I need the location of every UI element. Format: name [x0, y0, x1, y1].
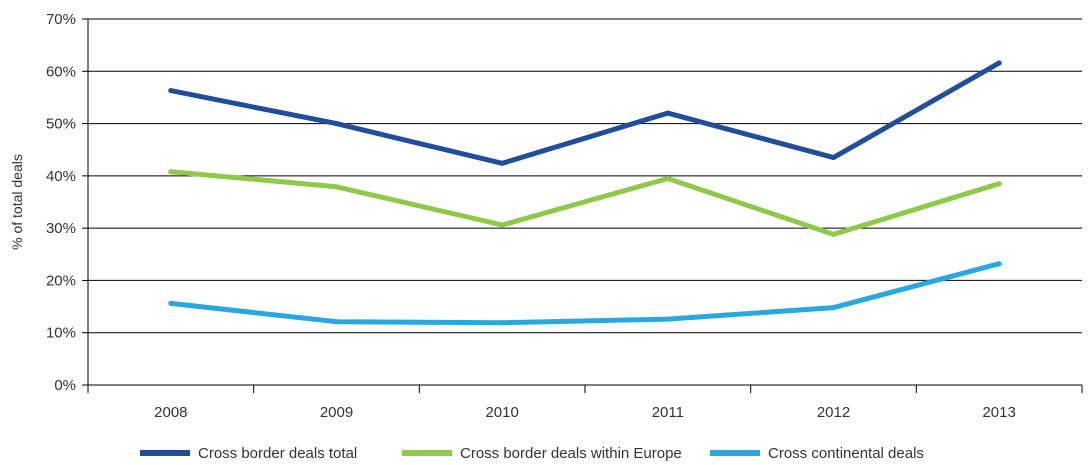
- legend-label: Cross border deals total: [198, 445, 357, 462]
- series-line-3: [168, 261, 1002, 326]
- data-point: [665, 110, 671, 116]
- legend: Cross border deals total Cross border dea…: [140, 445, 924, 462]
- y-tick-label: 0%: [54, 377, 76, 394]
- data-point: [996, 60, 1002, 66]
- data-point: [996, 261, 1002, 267]
- data-point: [168, 88, 174, 94]
- x-tick-label: 2010: [485, 404, 518, 421]
- y-tick-label: 70%: [46, 11, 76, 28]
- x-tick-label: 2008: [154, 404, 187, 421]
- y-axis-title: % of total deals: [9, 154, 25, 250]
- data-point: [334, 184, 339, 190]
- legend-item-2: Cross border deals within Europe: [402, 445, 682, 462]
- data-point: [499, 320, 505, 326]
- y-tick-label: 20%: [46, 272, 76, 289]
- x-tick-label: 2009: [320, 404, 353, 421]
- data-point: [334, 319, 339, 325]
- gridlines: [88, 18, 1082, 386]
- legend-item-3: Cross continental deals: [710, 445, 924, 462]
- series-line-1: [168, 60, 1002, 166]
- data-point: [334, 121, 339, 127]
- legend-item-1: Cross border deals total: [140, 445, 357, 462]
- x-tick-label: 2013: [982, 404, 1015, 421]
- y-tick-label: 10%: [46, 325, 76, 342]
- series-line-2: [168, 169, 1002, 237]
- y-tick-label: 30%: [46, 220, 76, 237]
- y-tick-label: 40%: [46, 168, 76, 185]
- legend-label: Cross border deals within Europe: [460, 445, 682, 462]
- data-point: [831, 231, 836, 237]
- data-point: [168, 169, 174, 175]
- series-lines: [168, 60, 1002, 326]
- data-point: [996, 181, 1002, 187]
- data-point: [665, 175, 671, 181]
- x-tick-label: 2012: [817, 404, 850, 421]
- data-point: [499, 160, 505, 166]
- axes: 0% 10% 20% 30% 40% 50% 60% 70% 2008 2009 2010 2011 2…: [46, 11, 1083, 421]
- data-point: [665, 316, 671, 322]
- data-point: [831, 305, 836, 311]
- x-tick-label: 2011: [652, 404, 684, 421]
- y-tick-label: 60%: [46, 63, 76, 80]
- data-point: [168, 300, 174, 306]
- legend-label: Cross continental deals: [768, 445, 924, 462]
- y-tick-label: 50%: [46, 116, 76, 133]
- data-point: [499, 222, 505, 228]
- data-point: [831, 155, 836, 161]
